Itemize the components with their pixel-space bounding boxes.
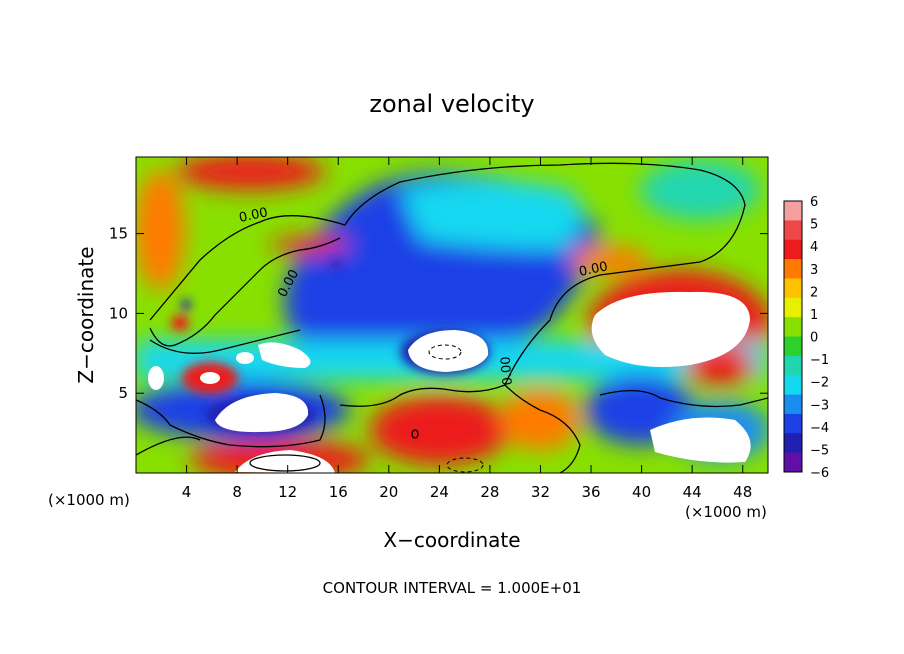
colorbar-label: 6	[810, 195, 818, 210]
colorbar-label: 0	[810, 331, 818, 346]
colorbar-label: −2	[810, 376, 829, 391]
x-axis-ticks: 4 8 12 16 20 24 28 32 36 40 44 48	[182, 157, 752, 501]
x-axis-unit: (×1000 m)	[48, 491, 130, 509]
x-tick-label: 32	[531, 483, 550, 501]
contour-interval-text: CONTOUR INTERVAL = 1.000E+01	[323, 579, 582, 597]
x-tick-label: 24	[430, 483, 449, 501]
x-tick-label: 16	[329, 483, 348, 501]
colorbar-swatch	[784, 452, 802, 473]
x-tick-label: 20	[379, 483, 398, 501]
colorbar-label: −6	[810, 466, 829, 481]
x-axis-label: X−coordinate	[383, 528, 520, 552]
y-axis-ticks: 5 10 15	[109, 225, 768, 402]
x-tick-label: 4	[182, 483, 192, 501]
colorbar-label: 2	[810, 285, 818, 300]
colorbar-label: 3	[810, 263, 818, 278]
colorbar-swatch	[784, 317, 802, 337]
x-tick-label: 44	[683, 483, 702, 501]
x-tick-label: 36	[581, 483, 600, 501]
colorbar-swatch	[784, 375, 802, 396]
colorbar-swatch	[784, 433, 802, 454]
colorbar-label: −5	[810, 443, 829, 458]
contour-labels: 0.00 0.00 0.00 0.00	[238, 205, 609, 386]
colorbar-swatch	[784, 297, 802, 318]
plot-frame	[135, 156, 769, 474]
y-tick-label: 10	[109, 304, 128, 322]
velocity-field	[136, 157, 768, 473]
colorbar-label: 4	[810, 240, 818, 255]
colorbar-swatch	[784, 355, 802, 376]
x-tick-label: 28	[480, 483, 499, 501]
colorbar-swatch	[784, 278, 802, 299]
colorbar-label: 1	[810, 308, 818, 323]
colorbar-swatch	[784, 201, 802, 221]
colorbar-frame	[783, 200, 803, 473]
contour-label: 0.00	[578, 259, 609, 280]
colorbar-swatch	[784, 336, 802, 357]
colorbar-swatch	[784, 394, 802, 415]
colorbar-swatch	[784, 413, 802, 434]
colorbar-label: −4	[810, 421, 829, 436]
colorbar-label: −3	[810, 398, 829, 413]
colorbar-swatch	[784, 239, 802, 260]
y-tick-label: 5	[118, 384, 128, 402]
chart-title: zonal velocity	[369, 90, 534, 118]
y-tick-label: 15	[109, 225, 128, 243]
x-tick-label: 12	[278, 483, 297, 501]
y-axis-label: Z−coordinate	[74, 246, 98, 383]
colorbar-label: 5	[810, 218, 818, 233]
x-tick-label: 48	[733, 483, 752, 501]
colorbar-swatch	[784, 220, 802, 241]
colorbar: 6 5 4 3 2 1 0 −1 −2 −3 −4 −5 −6	[783, 195, 829, 481]
colorbar-label: −1	[810, 353, 829, 368]
x-tick-label: 8	[232, 483, 242, 501]
x-tick-label: 40	[632, 483, 651, 501]
contour-label: 0.00	[238, 205, 269, 226]
contour-label: 0.00	[499, 356, 516, 386]
y-axis-unit: (×1000 m)	[685, 503, 767, 521]
colorbar-swatch	[784, 259, 802, 279]
